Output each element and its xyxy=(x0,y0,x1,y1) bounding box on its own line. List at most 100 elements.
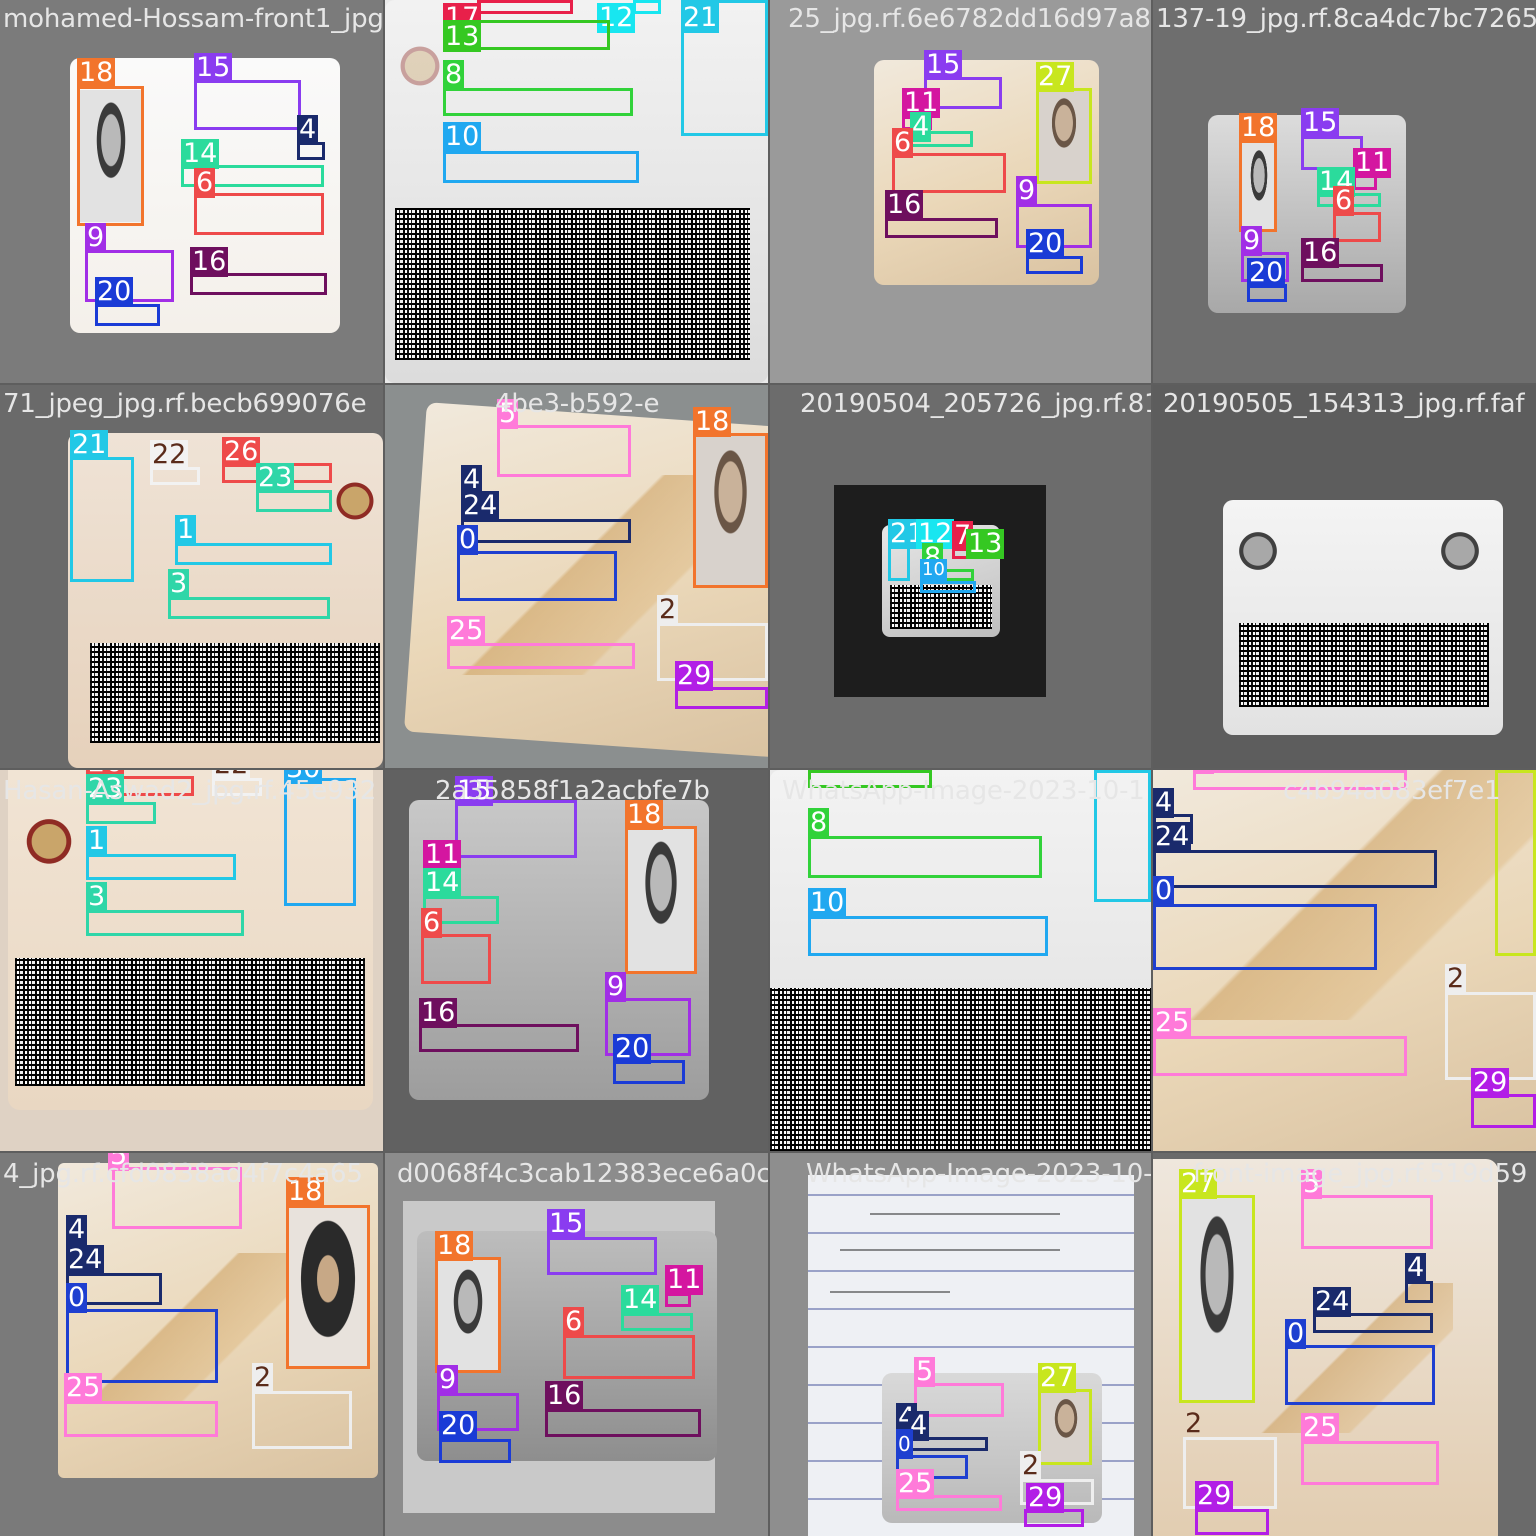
label-tag-20: 20 xyxy=(613,1033,652,1064)
label-box-27 xyxy=(1495,770,1536,956)
label-tag-2: 2 xyxy=(1020,1450,1042,1481)
label-box-5 xyxy=(1301,1195,1433,1249)
label-box-0 xyxy=(1153,904,1377,970)
label-tag-14: 14 xyxy=(621,1284,660,1315)
label-tag-13: 13 xyxy=(443,21,482,52)
label-tag-4: 4 xyxy=(910,111,932,142)
label-box-4 xyxy=(1405,1281,1433,1303)
label-box-23 xyxy=(256,490,332,512)
portrait xyxy=(80,90,142,222)
label-tag-14: 14 xyxy=(181,138,220,169)
label-box-27 xyxy=(1179,1195,1255,1403)
label-box-8 xyxy=(808,836,1042,878)
label-box-5 xyxy=(497,425,631,477)
label-tag-24: 24 xyxy=(1313,1286,1352,1317)
label-box-6 xyxy=(194,193,324,235)
tile-caption: 71_jpeg_jpg.rf.becb699076e xyxy=(3,389,367,419)
label-tag-4: 4 xyxy=(1405,1252,1427,1283)
label-tag-5: 5 xyxy=(1301,1168,1323,1199)
label-tag-9: 9 xyxy=(605,971,627,1002)
label-tag-24: 24 xyxy=(1153,821,1192,852)
label-box-6 xyxy=(421,934,491,984)
label-box-24 xyxy=(1313,1313,1433,1333)
label-box-6 xyxy=(563,1335,695,1379)
tile-6: 5 18 4 24 0 2 25 29 4be3-b592-e xyxy=(385,385,768,768)
tile-3: 15 27 11 4 6 9 16 20 25_jpg.rf.6e6782dd1… xyxy=(770,0,1151,383)
label-box-3 xyxy=(86,910,244,936)
label-tag-25: 25 xyxy=(447,615,486,646)
label-tag-2: 2 xyxy=(1185,1408,1203,1439)
label-box-18 xyxy=(286,1205,370,1369)
tile-caption: 4be3-b592-e xyxy=(495,389,660,419)
tile-9: 26 22 30 23 1 3 Hasan-Aswad2_jpg.rf.45e9… xyxy=(0,770,383,1151)
label-box-24 xyxy=(1153,850,1437,888)
label-box-2 xyxy=(252,1391,352,1449)
barcode xyxy=(15,958,365,1086)
label-tag-5: 5 xyxy=(914,1356,936,1387)
portrait xyxy=(1036,88,1092,180)
tile-13: 5 18 4 24 0 25 2 4_jpg.rf.cfd0838ad4f7c4… xyxy=(0,1153,383,1536)
label-tag-2: 2 xyxy=(657,594,679,625)
label-tag-18: 18 xyxy=(435,1230,474,1261)
label-box-24 xyxy=(461,519,631,543)
label-tag-29: 29 xyxy=(675,660,714,691)
label-box-10 xyxy=(443,151,639,183)
label-tag-11: 11 xyxy=(423,839,462,870)
label-tag-4b: 4 xyxy=(908,1410,930,1441)
label-tag-15: 15 xyxy=(194,52,233,83)
tile-12: 5 27 4 24 0 2 25 29 c4b94a083ef7e1 xyxy=(1153,770,1536,1151)
label-box-15 xyxy=(194,80,301,130)
barcode xyxy=(90,643,380,743)
label-tag-6: 6 xyxy=(194,167,216,198)
label-tag-16: 16 xyxy=(190,246,229,277)
barcode xyxy=(770,988,1151,1151)
tile-8: 20190505_154313_jpg.rf.faf xyxy=(1153,385,1536,768)
label-tag-9: 9 xyxy=(1016,175,1038,206)
portrait xyxy=(1040,1391,1092,1463)
label-tag-4: 4 xyxy=(461,464,483,495)
label-tag-11: 11 xyxy=(1353,147,1392,178)
barcode xyxy=(1239,623,1489,707)
label-box-14 xyxy=(181,165,324,187)
tile-7: 21 12 7 13 8 10 20190504_205726_jpg.rf.8… xyxy=(770,385,1151,768)
tile-caption: 137-19_jpg.rf.8ca4dc7bc72652 xyxy=(1156,4,1536,34)
label-box-20 xyxy=(439,1439,511,1463)
label-tag-13: 13 xyxy=(808,770,847,772)
label-tag-20: 20 xyxy=(95,276,134,307)
tile-caption: 2a35858f1a2acbfe7b xyxy=(435,776,710,806)
label-box-3 xyxy=(168,597,330,619)
portrait xyxy=(693,433,768,588)
tile-14: 15 18 11 14 6 9 16 20 d0068f4c3cab12383e… xyxy=(385,1153,768,1536)
label-box-16 xyxy=(419,1024,579,1052)
label-tag-4: 4 xyxy=(66,1214,88,1245)
label-box-17 xyxy=(477,0,573,14)
label-box-27 xyxy=(1036,88,1092,184)
label-tag-3: 3 xyxy=(86,881,108,912)
label-tag-18: 18 xyxy=(625,799,664,830)
label-box-25 xyxy=(896,1495,1002,1511)
label-tag-23: 23 xyxy=(86,773,125,804)
label-box-10 xyxy=(920,581,976,593)
label-tag-26: 26 xyxy=(222,436,261,467)
label-box-16 xyxy=(1301,264,1383,282)
label-box-5 xyxy=(1193,770,1407,790)
label-tag-25: 25 xyxy=(1153,1007,1192,1038)
label-box-0 xyxy=(457,551,617,601)
label-box-13 xyxy=(808,770,932,788)
label-tag-2: 2 xyxy=(1445,963,1467,994)
label-box-21 xyxy=(70,457,134,582)
label-box-25 xyxy=(1153,1036,1407,1076)
label-tag-9: 9 xyxy=(1241,225,1263,256)
label-box-21 xyxy=(888,545,910,581)
label-box-20 xyxy=(95,304,160,326)
label-tag-29: 29 xyxy=(1026,1482,1065,1513)
portrait xyxy=(286,1205,370,1369)
label-tag-15: 15 xyxy=(924,49,963,80)
eagle-emblem xyxy=(330,465,380,545)
label-box-25 xyxy=(1301,1441,1439,1485)
label-tag-6: 6 xyxy=(892,127,914,158)
label-tag-2: 2 xyxy=(252,1362,274,1393)
label-box-16 xyxy=(545,1409,701,1437)
label-tag-18: 18 xyxy=(286,1176,325,1207)
label-box-29 xyxy=(1471,1094,1536,1128)
